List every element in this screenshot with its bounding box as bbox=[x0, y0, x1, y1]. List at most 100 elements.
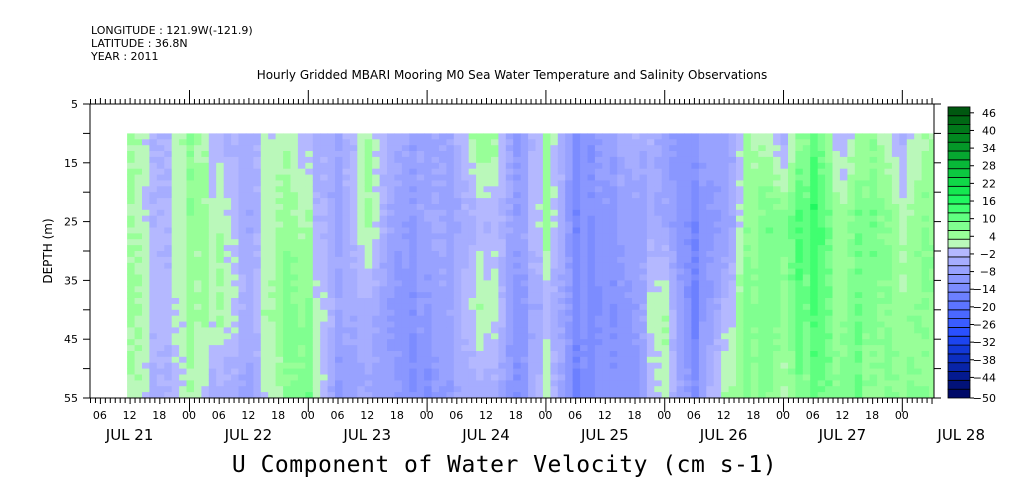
heatmap-cell bbox=[624, 151, 633, 158]
heatmap-cell bbox=[572, 174, 581, 181]
heatmap-cell bbox=[283, 145, 291, 152]
heatmap-cell bbox=[127, 204, 135, 211]
heatmap-cell bbox=[661, 180, 670, 187]
heatmap-cell bbox=[565, 180, 574, 187]
heatmap-cell bbox=[468, 133, 477, 140]
heatmap-cell bbox=[706, 186, 715, 193]
heatmap-cell bbox=[491, 151, 499, 158]
heatmap-cell bbox=[550, 368, 559, 375]
heatmap-cell bbox=[260, 374, 269, 381]
heatmap-cell bbox=[253, 215, 262, 223]
heatmap-cell bbox=[817, 151, 826, 158]
heatmap-cell bbox=[179, 192, 187, 199]
heatmap-cell bbox=[283, 139, 291, 146]
heatmap-cell bbox=[149, 333, 158, 340]
heatmap-cell bbox=[179, 204, 187, 211]
heatmap-cell bbox=[736, 303, 744, 311]
heatmap-cell bbox=[446, 303, 455, 311]
heatmap-cell bbox=[520, 168, 529, 176]
heatmap-cell bbox=[416, 233, 425, 240]
heatmap-cell bbox=[439, 204, 447, 211]
heatmap-cell bbox=[594, 192, 603, 199]
heatmap-cell bbox=[483, 186, 492, 193]
heatmap-cell bbox=[765, 256, 774, 264]
heatmap-cell bbox=[349, 239, 358, 246]
heatmap-cell bbox=[654, 221, 663, 228]
heatmap-cell bbox=[929, 239, 935, 246]
heatmap-cell bbox=[788, 280, 796, 287]
heatmap-cell bbox=[877, 386, 885, 393]
heatmap-cell bbox=[891, 374, 900, 381]
heatmap-cell bbox=[275, 368, 284, 375]
heatmap-cell bbox=[862, 309, 871, 317]
heatmap-cell bbox=[565, 186, 574, 193]
heatmap-cell bbox=[439, 268, 447, 275]
heatmap-cell bbox=[268, 192, 277, 199]
heatmap-cell bbox=[802, 345, 811, 352]
heatmap-cell bbox=[446, 168, 455, 176]
heatmap-cell bbox=[461, 251, 470, 258]
heatmap-cell bbox=[832, 268, 841, 275]
heatmap-cell bbox=[698, 345, 707, 352]
heatmap-cell bbox=[758, 192, 767, 199]
heatmap-cell bbox=[706, 321, 715, 328]
heatmap-cell bbox=[669, 339, 678, 346]
heatmap-cell bbox=[164, 139, 173, 146]
heatmap-cell bbox=[765, 386, 774, 393]
heatmap-cell bbox=[194, 198, 202, 205]
heatmap-cell bbox=[357, 215, 366, 223]
heatmap-cell bbox=[795, 168, 804, 176]
heatmap-cell bbox=[483, 227, 492, 234]
heatmap-cell bbox=[535, 309, 544, 317]
heatmap-cell bbox=[736, 221, 744, 228]
heatmap-cell bbox=[914, 198, 923, 205]
heatmap-cell bbox=[216, 392, 225, 399]
heatmap-cell bbox=[743, 274, 752, 281]
heatmap-cell bbox=[698, 251, 707, 258]
heatmap-cell bbox=[780, 221, 789, 228]
heatmap-cell bbox=[134, 145, 143, 152]
heatmap-cell bbox=[676, 339, 685, 346]
heatmap-cell bbox=[691, 280, 700, 287]
heatmap-cell bbox=[349, 368, 358, 375]
heatmap-cell bbox=[617, 192, 626, 199]
heatmap-cell bbox=[847, 245, 856, 252]
heatmap-cell bbox=[609, 303, 618, 311]
heatmap-cell bbox=[245, 186, 254, 193]
heatmap-cell bbox=[283, 151, 291, 158]
heatmap-cell bbox=[661, 139, 670, 146]
heatmap-cell bbox=[825, 227, 833, 234]
heatmap-cell bbox=[750, 180, 759, 187]
heatmap-cell bbox=[847, 233, 856, 240]
heatmap-cell bbox=[171, 374, 180, 381]
heatmap-cell bbox=[617, 303, 626, 311]
heatmap-cell bbox=[201, 151, 210, 158]
heatmap-cell bbox=[364, 180, 373, 187]
heatmap-cell bbox=[728, 274, 737, 281]
heatmap-cell bbox=[208, 392, 217, 399]
heatmap-cell bbox=[156, 198, 165, 205]
heatmap-cell bbox=[825, 303, 833, 311]
heatmap-cell bbox=[869, 251, 878, 258]
heatmap-cell bbox=[825, 274, 833, 281]
heatmap-cell bbox=[609, 286, 618, 293]
heatmap-cell bbox=[542, 315, 551, 323]
heatmap-cell bbox=[914, 356, 923, 364]
heatmap-cell bbox=[899, 145, 908, 152]
heatmap-cell bbox=[194, 327, 202, 334]
heatmap-cell bbox=[439, 168, 447, 176]
heatmap-cell bbox=[646, 174, 655, 181]
heatmap-cell bbox=[624, 174, 633, 181]
heatmap-cell bbox=[498, 298, 507, 305]
heatmap-cell bbox=[788, 174, 796, 181]
heatmap-cell bbox=[788, 233, 796, 240]
heatmap-cell bbox=[839, 262, 848, 270]
heatmap-cell bbox=[127, 198, 135, 205]
heatmap-cell bbox=[750, 204, 759, 211]
heatmap-cell bbox=[171, 192, 180, 199]
heatmap-cell bbox=[186, 139, 195, 146]
heatmap-cell bbox=[171, 209, 180, 217]
heatmap-cell bbox=[142, 339, 150, 346]
heatmap-cell bbox=[721, 245, 729, 252]
